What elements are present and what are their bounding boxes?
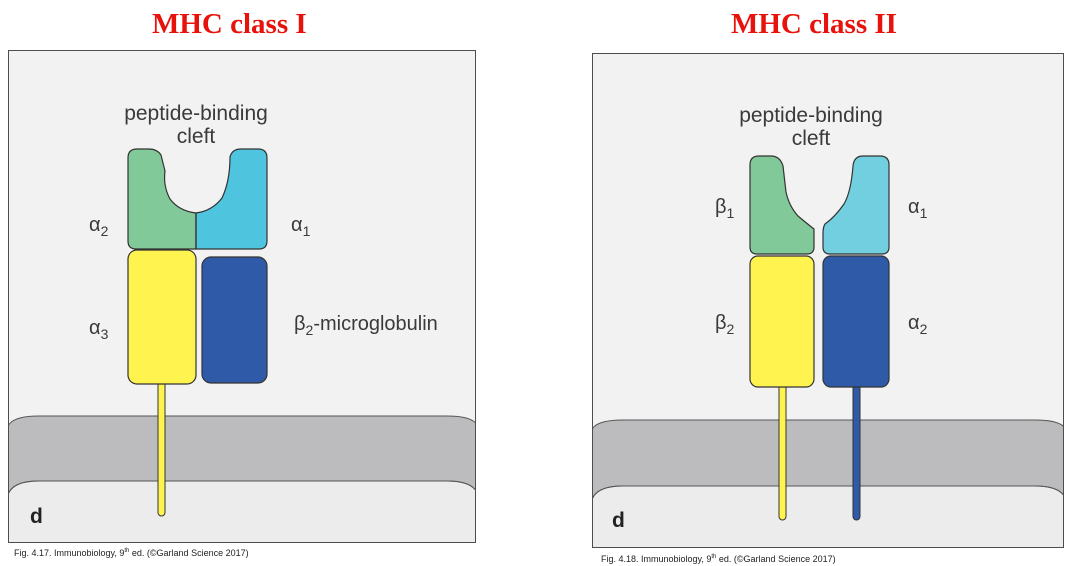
mhc-class-1-diagram: peptide-binding cleft α2 α1 α3 β2-microg… [9,102,475,542]
cleft-label-line2: cleft [792,127,831,150]
beta2-microglobulin-domain [201,256,268,384]
panel-letter: d [612,509,625,532]
mhc-class-2-title: MHC class II [731,8,897,40]
alpha1-domain [822,155,890,255]
mhc-class-1-caption: Fig. 4.17. Immunobiology, 9th ed. (©Garl… [14,548,249,558]
panel-letter: d [30,505,43,528]
beta1-label: β1 [715,196,735,221]
beta2-transmembrane-tail [778,381,787,521]
mhc-class-2-diagram: peptide-binding cleft β1 α1 β2 α2 d [593,104,1063,547]
cleft-label-line1: peptide-binding [124,102,268,125]
alpha2-transmembrane-tail [852,381,861,521]
alpha2-domain [822,255,890,388]
cleft-label-line2: cleft [177,125,216,148]
cytoplasm [9,471,475,542]
alpha2-domain [127,148,197,250]
beta1-domain [749,155,815,255]
alpha1-label: α1 [291,214,311,239]
cleft-label-line1: peptide-binding [739,104,883,127]
alpha3-label: α3 [89,317,109,342]
beta2-domain [749,255,815,388]
alpha1-label: α1 [908,196,928,221]
mhc-class-2-panel: peptide-binding cleft β1 α1 β2 α2 d [592,53,1064,548]
mhc-class-2-caption: Fig. 4.18. Immunobiology, 9th ed. (©Garl… [601,554,836,564]
cytoplasm-edge [9,480,475,494]
mhc-class-1-title: MHC class I [152,8,307,40]
cytoplasm-edge [593,485,1063,499]
alpha3-domain [127,249,197,385]
beta2-microglobulin-label: β2-microglobulin [294,313,438,338]
mhc-class-1-panel: peptide-binding cleft α2 α1 α3 β2-microg… [8,50,476,543]
alpha2-label: α2 [908,312,928,337]
alpha3-transmembrane-tail [157,378,166,517]
beta2-label: β2 [715,312,735,337]
alpha1-domain [195,148,268,250]
alpha2-label: α2 [89,214,109,239]
